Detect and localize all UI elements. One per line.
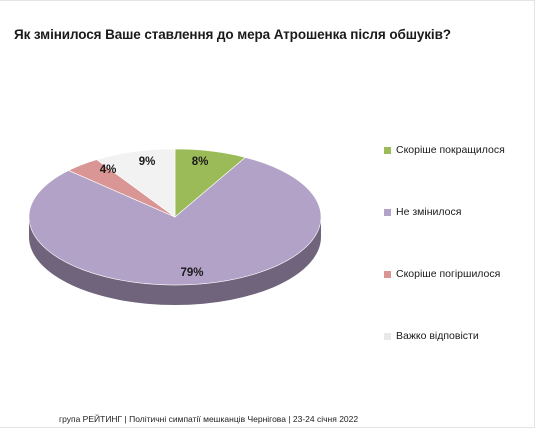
- chart-title: Як змінилося Ваше ставлення до мера Атро…: [14, 27, 451, 42]
- pie-sides: [29, 217, 321, 305]
- legend-item-2: Скоріше погіршилося: [384, 268, 500, 280]
- data-label-3: 9%: [139, 156, 156, 168]
- data-label-0: 8%: [192, 156, 209, 168]
- legend-item-3: Важко відповісти: [384, 330, 479, 342]
- pie-slice-3: [96, 148, 176, 218]
- legend-label-1: Не змінилося: [396, 206, 462, 218]
- legend-item-1: Не змінилося: [384, 206, 461, 218]
- top-border: [0, 0, 535, 1]
- legend-swatch-3: [384, 332, 391, 340]
- legend-swatch-1: [384, 208, 391, 216]
- legend-label-2: Скоріше погіршилося: [396, 268, 501, 280]
- legend-swatch-0: [384, 146, 391, 154]
- data-label-1: 79%: [180, 267, 203, 279]
- data-label-2: 4%: [100, 164, 117, 176]
- legend-label-0: Скоріше покращилося: [396, 144, 505, 156]
- pie-slice-1: [28, 157, 322, 286]
- legend-item-0: Скоріше покращилося: [384, 144, 505, 156]
- pie-side-1: [29, 217, 321, 305]
- footer-source: група РЕЙТИНГ | Політичні симпатії мешка…: [59, 414, 359, 424]
- legend-swatch-2: [384, 270, 391, 278]
- legend-label-3: Важко відповісти: [396, 330, 479, 342]
